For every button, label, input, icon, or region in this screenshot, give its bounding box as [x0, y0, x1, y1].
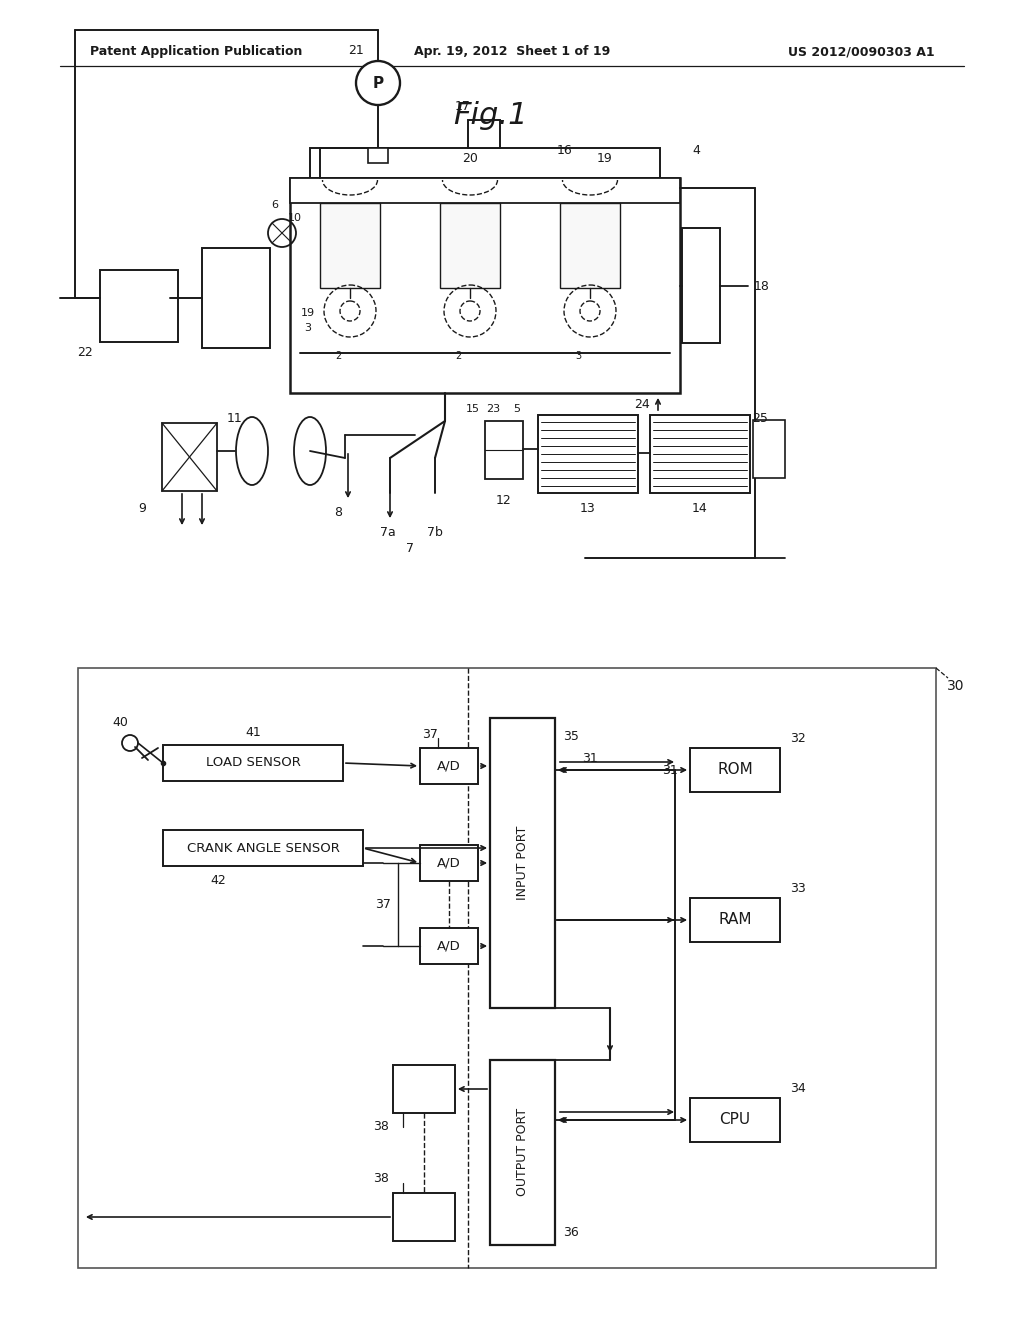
Text: A/D: A/D — [437, 857, 461, 870]
Text: 36: 36 — [563, 1226, 579, 1239]
Text: 21: 21 — [348, 44, 364, 57]
Text: 5: 5 — [513, 404, 520, 414]
Text: 35: 35 — [563, 730, 579, 742]
Bar — [538, 414, 638, 492]
Text: 11: 11 — [227, 412, 243, 425]
Text: Patent Application Publication: Patent Application Publication — [90, 45, 302, 58]
Circle shape — [356, 61, 400, 106]
Bar — [690, 1098, 780, 1142]
Bar — [468, 120, 500, 148]
Bar — [420, 845, 478, 880]
Text: 16: 16 — [557, 144, 572, 157]
Text: 23: 23 — [486, 404, 500, 414]
Text: 9: 9 — [138, 502, 146, 515]
Text: 42: 42 — [210, 874, 226, 887]
Bar — [368, 148, 388, 162]
Bar — [560, 203, 620, 288]
Text: 37: 37 — [422, 727, 438, 741]
Bar — [490, 718, 555, 1008]
Text: INPUT PORT: INPUT PORT — [515, 826, 528, 900]
Text: 12: 12 — [496, 495, 512, 507]
Bar — [163, 830, 362, 866]
Text: 8: 8 — [334, 507, 342, 520]
Ellipse shape — [236, 417, 268, 484]
Text: 18: 18 — [754, 280, 770, 293]
Text: 17: 17 — [455, 99, 471, 112]
Bar — [202, 248, 270, 348]
Text: ROM: ROM — [717, 763, 753, 777]
Text: 38: 38 — [373, 1121, 389, 1134]
Text: 25: 25 — [752, 412, 768, 425]
Text: 13: 13 — [581, 503, 596, 516]
Bar — [163, 744, 343, 781]
Text: 14: 14 — [692, 503, 708, 516]
Text: US 2012/0090303 A1: US 2012/0090303 A1 — [788, 45, 935, 58]
Text: 2: 2 — [455, 351, 461, 360]
Text: 41: 41 — [245, 726, 261, 738]
Bar — [290, 178, 680, 393]
Text: 30: 30 — [947, 678, 965, 693]
Bar — [162, 422, 217, 491]
Text: 3: 3 — [304, 323, 311, 333]
Text: A/D: A/D — [437, 940, 461, 953]
Bar — [690, 748, 780, 792]
Bar — [485, 421, 523, 479]
Text: 19: 19 — [597, 152, 613, 165]
Bar — [420, 928, 478, 964]
Bar — [682, 228, 720, 343]
Text: 33: 33 — [790, 882, 806, 895]
Bar — [78, 668, 936, 1269]
Bar — [100, 271, 178, 342]
Text: 20: 20 — [462, 152, 478, 165]
Text: OUTPUT PORT: OUTPUT PORT — [515, 1107, 528, 1196]
Text: 22: 22 — [77, 346, 93, 359]
Bar — [393, 1065, 455, 1113]
Text: Fig.1: Fig.1 — [453, 100, 527, 129]
Bar — [393, 1193, 455, 1241]
Text: 31: 31 — [582, 751, 598, 764]
Text: 4: 4 — [692, 144, 699, 157]
Text: 37: 37 — [375, 898, 391, 911]
Text: 3: 3 — [574, 351, 581, 360]
Text: 31: 31 — [663, 763, 678, 776]
Bar — [290, 178, 680, 203]
Text: 34: 34 — [790, 1081, 806, 1094]
Bar — [420, 748, 478, 784]
Ellipse shape — [294, 417, 326, 484]
Text: RAM: RAM — [718, 912, 752, 928]
Text: 7: 7 — [406, 541, 414, 554]
Text: 2: 2 — [335, 351, 341, 360]
Text: 32: 32 — [790, 731, 806, 744]
Bar — [319, 203, 380, 288]
Text: P: P — [373, 75, 384, 91]
Bar — [490, 1060, 555, 1245]
Text: 15: 15 — [466, 404, 480, 414]
Text: 40: 40 — [112, 717, 128, 730]
Bar — [310, 148, 660, 178]
Text: 38: 38 — [373, 1172, 389, 1185]
Text: Apr. 19, 2012  Sheet 1 of 19: Apr. 19, 2012 Sheet 1 of 19 — [414, 45, 610, 58]
Text: 10: 10 — [288, 213, 302, 223]
Text: 6: 6 — [271, 201, 279, 210]
Text: 19: 19 — [301, 308, 315, 318]
Bar — [650, 414, 750, 492]
Bar — [690, 898, 780, 942]
Bar — [440, 203, 500, 288]
Bar — [753, 420, 785, 478]
Text: A/D: A/D — [437, 759, 461, 772]
Text: CRANK ANGLE SENSOR: CRANK ANGLE SENSOR — [186, 842, 339, 854]
Text: 7a: 7a — [380, 527, 396, 540]
Text: 7b: 7b — [427, 527, 443, 540]
Text: CPU: CPU — [720, 1113, 751, 1127]
Text: 24: 24 — [634, 399, 650, 412]
Text: LOAD SENSOR: LOAD SENSOR — [206, 756, 300, 770]
